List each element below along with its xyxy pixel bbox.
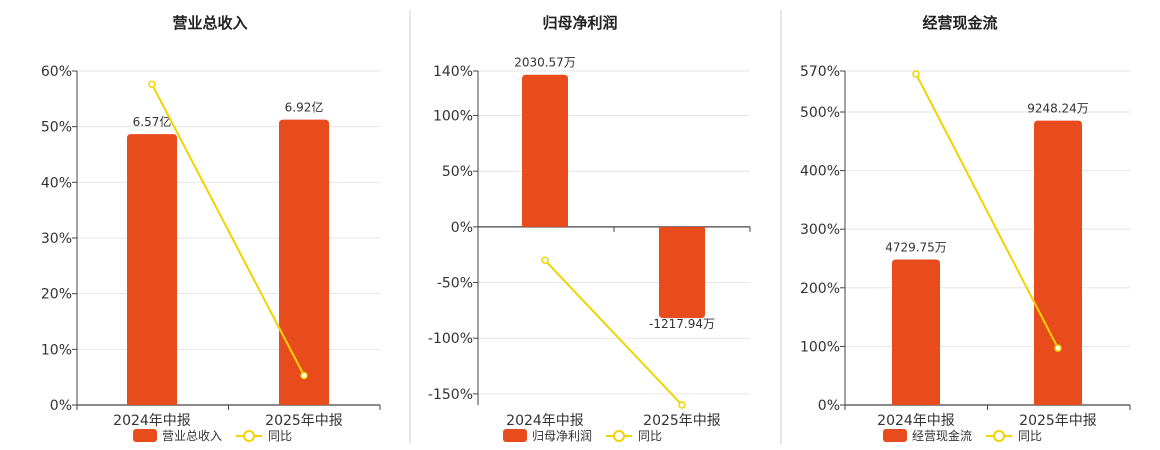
- bar-data-label: 9248.24万: [1027, 102, 1089, 116]
- x-category-label: 2025年中报: [643, 413, 721, 429]
- y-tick-label: 570%: [800, 64, 840, 80]
- y-tick-label: 200%: [800, 281, 840, 297]
- y-tick-label: 20%: [41, 287, 72, 303]
- bar-data-label: 2030.57万: [514, 56, 576, 70]
- x-category-label: 2024年中报: [877, 413, 955, 429]
- bar-data-label: 6.92亿: [285, 100, 324, 115]
- bar-data-label: 4729.75万: [885, 241, 947, 255]
- y-tick-label: 0%: [50, 398, 72, 414]
- bar-2: [279, 119, 329, 405]
- legend-bar-label: 经营现金流: [912, 428, 972, 443]
- yoy-point-1: [148, 80, 156, 89]
- legend-bar-label: 归母净利润: [532, 429, 592, 443]
- chart-title: 经营现金流: [922, 14, 997, 32]
- yoy-line: [544, 259, 683, 406]
- y-tick-label: 10%: [41, 342, 72, 358]
- bar-2: [1034, 120, 1082, 405]
- legend-bar-label: 营业总收入: [162, 429, 222, 443]
- x-category-label: 2024年中报: [113, 413, 191, 429]
- bar-1: [892, 259, 940, 405]
- legend-line-marker: [613, 430, 625, 442]
- legend-line-label: 同比: [268, 429, 292, 443]
- y-tick-label: 0%: [451, 220, 473, 236]
- yoy-point-2: [1054, 344, 1062, 352]
- yoy-point-2: [678, 401, 686, 409]
- legend-bar-swatch: [133, 429, 157, 442]
- legend-line-label: 同比: [638, 429, 662, 443]
- y-tick-label: 40%: [41, 175, 72, 191]
- x-category-label: 2025年中报: [265, 413, 343, 429]
- y-tick-label: 50%: [442, 164, 473, 180]
- y-tick-label: 30%: [41, 231, 72, 247]
- bar-2: [659, 226, 705, 319]
- y-tick-label: 500%: [800, 105, 840, 121]
- x-category-label: 2025年中报: [1019, 413, 1097, 429]
- bar-1: [522, 74, 568, 227]
- yoy-point-2: [300, 371, 308, 380]
- yoy-line: [151, 83, 305, 376]
- y-tick-label: 300%: [800, 222, 840, 238]
- bar-1: [127, 134, 177, 406]
- y-tick-label: -100%: [428, 331, 473, 347]
- legend-bar-swatch: [883, 429, 907, 442]
- bar-data-label: -1217.94万: [649, 317, 715, 331]
- y-tick-label: 100%: [800, 339, 840, 355]
- legend-line-label: 同比: [1018, 429, 1042, 443]
- yoy-line: [915, 73, 1059, 349]
- bar-data-label: 6.57亿: [133, 114, 172, 129]
- yoy-point-1: [541, 256, 549, 265]
- yoy-point-1: [912, 70, 920, 78]
- y-tick-label: 140%: [433, 64, 473, 80]
- chart-title: 归母净利润: [542, 14, 617, 32]
- x-category-label: 2024年中报: [506, 413, 584, 429]
- chart-title: 营业总收入: [172, 14, 247, 32]
- legend-line-marker: [993, 430, 1005, 442]
- y-tick-label: 100%: [433, 109, 473, 125]
- legend-line-marker: [243, 430, 255, 442]
- y-tick-label: 400%: [800, 164, 840, 180]
- legend-bar-swatch: [503, 429, 527, 442]
- y-tick-label: 0%: [818, 398, 840, 414]
- y-tick-label: 60%: [41, 64, 72, 80]
- y-tick-label: -150%: [428, 387, 473, 403]
- y-tick-label: 50%: [41, 120, 72, 136]
- y-tick-label: -50%: [437, 276, 473, 292]
